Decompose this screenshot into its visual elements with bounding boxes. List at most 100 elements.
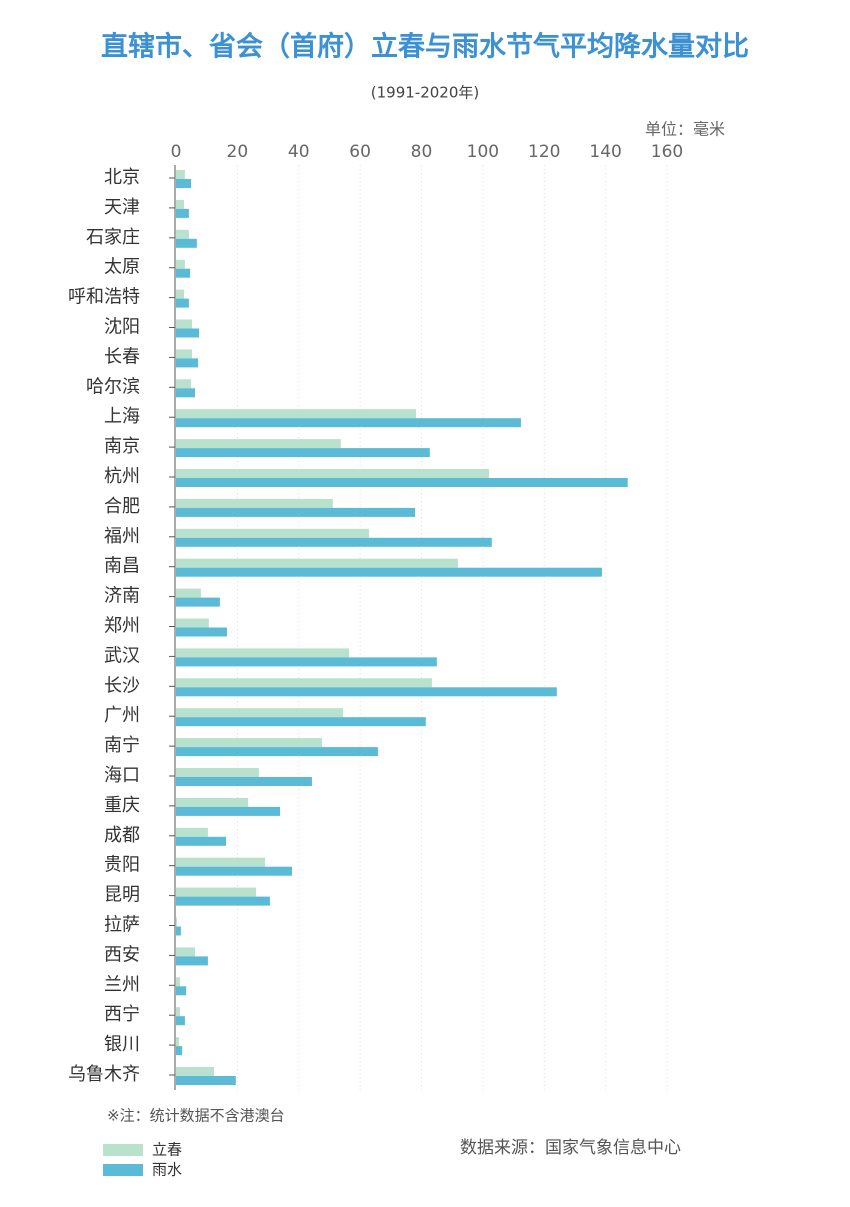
bar	[176, 469, 490, 478]
y-tick-label: 贵阳	[104, 855, 140, 876]
bar	[176, 1067, 215, 1076]
y-tick-label: 杭州	[104, 466, 140, 487]
bar	[176, 797, 249, 807]
legend-swatch	[103, 1144, 143, 1156]
y-tick-label: 上海	[104, 406, 140, 427]
note: ※注：统计数据不含港澳台	[107, 1107, 285, 1125]
y-tick-label: 沈阳	[104, 317, 140, 338]
bar	[176, 947, 196, 957]
bar	[176, 836, 227, 846]
bar	[176, 986, 187, 996]
bar	[176, 507, 416, 517]
bar	[176, 418, 521, 428]
bar	[176, 229, 189, 239]
y-tick-label: 昆明	[104, 885, 140, 906]
bar	[176, 618, 209, 628]
bar	[176, 1046, 183, 1056]
bar	[176, 678, 432, 688]
source: 数据来源：国家气象信息中心	[460, 1138, 681, 1158]
bar	[176, 1007, 180, 1017]
y-tick-label: 郑州	[104, 616, 140, 637]
bar	[176, 349, 192, 359]
x-tick-label: 100	[467, 142, 499, 162]
bar	[176, 170, 185, 179]
bar	[176, 687, 557, 697]
chart-title: 直辖市、省会（首府）立春与雨水节气平均降水量对比	[101, 31, 749, 63]
bar	[176, 627, 227, 637]
bar	[176, 268, 191, 278]
y-tick-label: 乌鲁木齐	[68, 1064, 140, 1085]
bar	[176, 558, 459, 568]
x-tick-label: 120	[528, 142, 560, 162]
y-tick-label: 武汉	[104, 645, 140, 666]
bar	[176, 747, 378, 757]
y-tick-label: 广州	[104, 705, 140, 726]
bar	[176, 358, 199, 368]
bar	[176, 567, 602, 577]
bar	[176, 777, 312, 786]
bar	[176, 857, 265, 867]
y-tick-label: 长沙	[104, 675, 140, 696]
bar	[176, 887, 257, 897]
x-tick-label: 40	[288, 142, 310, 162]
bar	[176, 896, 270, 906]
bar	[176, 478, 628, 487]
legend-label: 雨水	[152, 1161, 182, 1179]
bar	[176, 708, 343, 718]
y-tick-label: 西宁	[104, 1004, 140, 1025]
y-tick-label: 哈尔滨	[86, 376, 140, 397]
x-tick-label: 20	[227, 142, 249, 162]
x-tick-label: 60	[349, 142, 371, 162]
x-tick-label: 80	[411, 142, 433, 162]
bar	[176, 298, 189, 308]
y-tick-label: 重庆	[104, 795, 140, 816]
bar	[176, 588, 201, 598]
bar	[176, 238, 197, 248]
legend-label: 立春	[152, 1141, 182, 1159]
x-tick-label: 0	[171, 142, 182, 162]
bar	[176, 528, 370, 538]
bar	[176, 319, 192, 329]
bar	[176, 597, 220, 607]
x-tick-label: 140	[589, 142, 621, 162]
bar	[176, 657, 437, 667]
y-tick-label: 呼和浩特	[68, 287, 140, 308]
bar	[176, 537, 492, 547]
bar	[176, 448, 430, 458]
bar	[176, 926, 181, 936]
y-tick-label: 合肥	[104, 496, 140, 517]
legend-swatch	[103, 1164, 143, 1176]
bar	[176, 806, 281, 816]
bar	[176, 738, 323, 748]
bar	[176, 388, 196, 398]
y-tick-label: 石家庄	[86, 227, 140, 248]
y-tick-label: 成都	[104, 825, 140, 846]
y-tick-label: 海口	[104, 765, 140, 786]
bar	[176, 259, 185, 269]
y-tick-label: 太原	[104, 257, 140, 278]
bar	[176, 917, 177, 927]
bar	[176, 439, 341, 449]
bar	[176, 289, 184, 299]
y-tick-label: 天津	[104, 197, 140, 218]
y-tick-label: 银川	[104, 1034, 140, 1055]
y-tick-label: 南宁	[104, 735, 140, 756]
unit-label: 单位：毫米	[645, 120, 725, 139]
y-tick-label: 南京	[104, 436, 140, 457]
bar	[176, 1076, 236, 1085]
bar	[176, 379, 192, 389]
bar	[176, 328, 200, 338]
y-tick-label: 福州	[104, 526, 140, 547]
bar	[176, 199, 184, 209]
y-tick-label: 北京	[104, 167, 140, 188]
bar	[176, 1037, 180, 1047]
bar	[176, 498, 333, 508]
y-tick-label: 南昌	[104, 556, 140, 577]
x-tick-label: 160	[651, 142, 683, 162]
bar	[176, 827, 208, 837]
bar	[176, 179, 192, 188]
y-tick-label: 西安	[104, 944, 140, 965]
bar	[176, 977, 180, 987]
bar	[176, 1016, 185, 1026]
